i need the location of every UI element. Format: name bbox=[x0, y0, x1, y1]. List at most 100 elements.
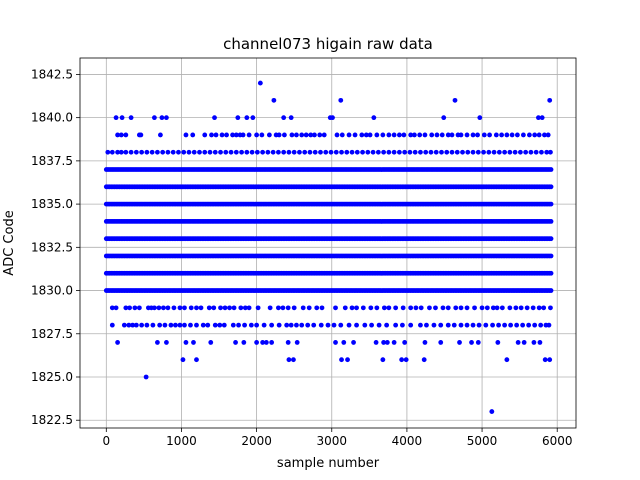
data-point bbox=[539, 115, 545, 121]
data-point bbox=[339, 149, 344, 155]
data-point bbox=[254, 149, 260, 155]
data-point bbox=[517, 149, 523, 155]
data-point bbox=[212, 149, 218, 155]
data-point bbox=[181, 149, 187, 155]
data-point bbox=[499, 305, 505, 311]
data-point bbox=[502, 322, 508, 328]
data-point bbox=[354, 305, 359, 311]
data-point bbox=[333, 149, 339, 155]
data-point bbox=[439, 149, 444, 155]
data-point bbox=[281, 149, 287, 155]
data-point bbox=[513, 305, 519, 311]
data-point bbox=[470, 149, 476, 155]
y-tick-label: 1837.5 bbox=[31, 154, 73, 168]
data-point bbox=[422, 132, 428, 138]
data-point bbox=[401, 132, 407, 138]
y-tick-label: 1832.5 bbox=[31, 240, 73, 254]
data-point bbox=[176, 149, 181, 155]
data-point bbox=[349, 305, 355, 311]
data-point bbox=[248, 322, 254, 328]
data-point bbox=[391, 132, 397, 138]
data-point bbox=[123, 132, 129, 138]
data-point bbox=[344, 149, 350, 155]
data-point bbox=[384, 322, 390, 328]
data-point bbox=[267, 305, 273, 311]
data-point bbox=[477, 115, 483, 121]
data-point bbox=[197, 149, 202, 155]
data-point bbox=[266, 132, 272, 138]
data-point bbox=[276, 132, 282, 138]
data-point bbox=[542, 357, 548, 363]
data-point bbox=[412, 149, 418, 155]
data-point bbox=[491, 149, 497, 155]
data-point bbox=[496, 322, 501, 328]
data-point bbox=[481, 149, 486, 155]
data-point bbox=[228, 149, 234, 155]
data-point bbox=[545, 132, 551, 138]
data-point bbox=[194, 322, 199, 328]
data-point bbox=[369, 322, 374, 328]
data-point bbox=[524, 305, 530, 311]
data-point bbox=[328, 149, 334, 155]
data-point bbox=[302, 149, 308, 155]
data-point bbox=[494, 305, 500, 311]
data-point bbox=[161, 305, 166, 311]
data-point bbox=[339, 357, 344, 363]
data-point bbox=[424, 322, 429, 328]
data-point bbox=[371, 115, 377, 121]
data-point bbox=[230, 322, 236, 328]
data-point bbox=[194, 305, 199, 311]
data-point bbox=[155, 340, 160, 345]
data-point bbox=[294, 322, 299, 328]
data-point bbox=[434, 132, 440, 138]
y-tick-label: 1835.0 bbox=[31, 197, 73, 211]
data-point bbox=[521, 340, 527, 345]
data-point bbox=[183, 132, 189, 138]
data-point bbox=[384, 340, 390, 345]
x-tick-label: 1000 bbox=[166, 434, 197, 448]
data-point bbox=[317, 132, 323, 138]
data-point bbox=[465, 149, 471, 155]
data-point bbox=[547, 97, 553, 103]
data-point bbox=[260, 149, 266, 155]
data-point bbox=[239, 149, 244, 155]
y-tick-label: 1840.0 bbox=[31, 111, 73, 125]
data-point bbox=[121, 322, 127, 328]
data-point bbox=[224, 132, 229, 138]
data-point bbox=[445, 305, 451, 311]
data-point bbox=[532, 132, 538, 138]
data-point bbox=[218, 149, 223, 155]
data-point bbox=[291, 305, 297, 311]
data-point bbox=[299, 132, 305, 138]
data-point bbox=[213, 132, 219, 138]
data-point bbox=[360, 305, 366, 311]
data-point bbox=[464, 132, 470, 138]
data-point bbox=[464, 305, 470, 311]
data-point bbox=[374, 132, 380, 138]
data-point bbox=[306, 305, 312, 311]
data-point bbox=[138, 132, 144, 138]
data-point bbox=[495, 340, 501, 345]
data-point bbox=[156, 305, 162, 311]
data-point bbox=[418, 305, 424, 311]
data-point bbox=[496, 149, 502, 155]
data-point bbox=[352, 132, 358, 138]
data-point bbox=[144, 322, 150, 328]
data-point bbox=[418, 149, 423, 155]
data-point bbox=[453, 305, 459, 311]
x-axis-label: sample number bbox=[277, 456, 380, 471]
data-point bbox=[408, 305, 414, 311]
data-point bbox=[429, 132, 435, 138]
data-point bbox=[528, 149, 534, 155]
data-point bbox=[532, 322, 538, 328]
data-point bbox=[158, 132, 163, 138]
y-tick-label: 1825.0 bbox=[31, 370, 73, 384]
data-point bbox=[291, 357, 296, 363]
data-point bbox=[370, 149, 376, 155]
data-point bbox=[198, 305, 204, 311]
data-point bbox=[381, 340, 387, 345]
data-point bbox=[507, 149, 513, 155]
data-point bbox=[359, 132, 365, 138]
data-point bbox=[548, 184, 554, 190]
data-point bbox=[470, 132, 476, 138]
